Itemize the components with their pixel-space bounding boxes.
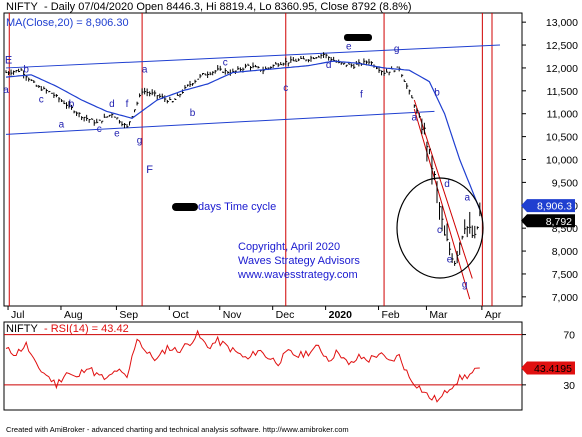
wave-label: e [447,255,453,266]
wave-label: g [462,280,468,291]
lower-channel-line [5,110,435,135]
wave-label: f [360,90,363,101]
wave-label: a [464,193,470,204]
x-tick-label: Jul [11,309,24,321]
rsi-y-tick-label: 30 [563,380,575,392]
rsi-last-value-flag [521,361,575,375]
wave-label: c [39,94,44,105]
wave-label: e [114,129,120,140]
x-tick-label: Nov [223,309,242,321]
wave-label: a [59,119,65,130]
ma-line [5,60,481,210]
highlight-ellipse [396,177,484,279]
ma-last-value-flag [521,199,575,213]
website-text: www.wavesstrategy.com [237,269,358,281]
rsi-y-tick-label: 70 [563,330,575,342]
wave-label: a [142,65,148,76]
wave-label: d [444,179,450,190]
x-tick-label: Feb [382,309,400,321]
wave-label: a [3,85,9,96]
x-tick-label: Oct [172,309,188,321]
price-y-tick-label: 9,500 [552,177,578,189]
wave-label: c [223,58,228,69]
price-y-tick-label: 8,000 [552,246,578,258]
redacted-marker-2 [172,203,198,211]
price-y-tick-label: 11,500 [547,86,578,98]
redacted-marker-1 [344,34,372,41]
price-y-tick-label: 13,000 [546,17,578,29]
price-y-tick-label: 10,500 [546,132,578,144]
wave-label: c [437,225,442,236]
price-y-tick-label: 10,000 [546,155,578,167]
rsi-last-value-label: 43.4195 [534,363,572,375]
rsi-line [5,329,480,403]
rsi-header-label: - RSI(14) = 43.42 [44,323,129,335]
wave-label: d [326,60,332,71]
wave-label: d [109,99,115,110]
price-header-info: - Daily 07/04/2020 Open 8446.3, Hi 8819.… [44,1,412,13]
ma-label: MA(Close,20) = 8,906.30 [6,17,129,29]
wave-label: F [146,164,153,176]
ma-last-value-label: 8,906.3 [537,201,572,213]
wave-label: b [434,87,440,98]
x-tick-label: 2020 [329,309,353,321]
price-y-tick-label: 7,000 [552,292,578,304]
price-y-tick-label: 7,500 [552,269,578,281]
price-y-tick-label: 12,000 [546,63,578,75]
wave-label: b [69,99,75,110]
close-last-value-label: 8,792 [546,216,572,228]
company-text: Waves Strategy Advisors [238,255,360,267]
price-panel [3,12,523,307]
rsi-panel [3,321,523,411]
x-tick-label: Mar [429,309,448,321]
wave-label: c [97,124,102,135]
x-tick-label: Dec [276,309,295,321]
price-header-symbol: NIFTY [6,1,38,13]
footer-text: Created with AmiBroker - advanced charti… [6,425,349,434]
wave-label: e [346,42,352,53]
wave-label: E [5,54,12,66]
wave-label: b [23,65,29,76]
wave-label: a [412,113,418,124]
close-last-value-flag [521,214,575,228]
upper-channel-line [5,44,501,69]
wave-label: c [283,83,288,94]
price-y-tick-label: 12,500 [546,40,578,52]
x-tick-label: Aug [64,309,83,321]
rsi-header-symbol: NIFTY [6,323,38,335]
wedge-line [413,109,471,300]
copyright-text: Copyright, April 2020 [238,241,340,253]
wave-label: g [394,44,400,55]
x-tick-label: Sep [119,309,138,321]
wave-label: g [137,135,143,146]
x-tick-label: Apr [485,309,502,321]
cycle-annotation: days Time cycle [198,201,276,213]
wave-label: f [126,99,129,110]
price-y-tick-label: 11,000 [547,109,578,121]
wave-label: b [190,108,196,119]
